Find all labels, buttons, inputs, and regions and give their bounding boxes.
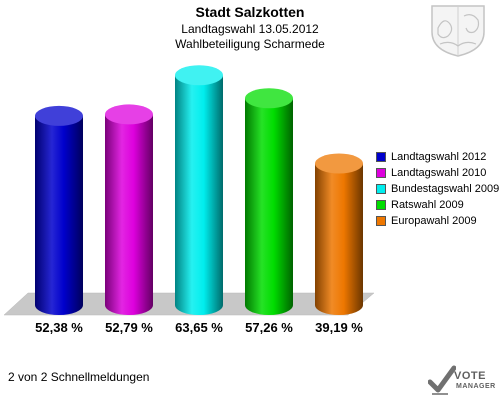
bar-top <box>175 65 223 86</box>
bar <box>175 65 223 315</box>
bar-body <box>175 75 223 315</box>
bar-top <box>315 153 363 174</box>
value-label: 39,19 % <box>315 320 363 335</box>
bar <box>35 105 83 315</box>
value-label: 57,26 % <box>245 320 293 335</box>
value-label: 63,65 % <box>175 320 223 335</box>
bar-top <box>245 88 293 109</box>
logo-text-manager: MANAGER <box>456 383 496 390</box>
legend-label: Landtagswahl 2010 <box>391 167 487 179</box>
chart-title: Stadt Salzkotten <box>195 4 305 20</box>
bar <box>315 153 363 315</box>
vote-manager-logo: VOTE MANAGER <box>428 364 500 400</box>
legend-label: Europawahl 2009 <box>391 215 477 227</box>
legend-swatch <box>376 184 386 194</box>
footer-note: 2 von 2 Schnellmeldungen <box>8 370 150 384</box>
coat-of-arms-icon <box>431 5 485 57</box>
logo-text-vote: VOTE <box>454 370 486 382</box>
bar-top <box>105 104 153 125</box>
legend-swatch <box>376 168 386 178</box>
legend-label: Landtagswahl 2012 <box>391 151 487 163</box>
legend-swatch <box>376 200 386 210</box>
legend-label: Bundestagswahl 2009 <box>391 183 500 195</box>
bar-body <box>245 98 293 315</box>
value-label: 52,79 % <box>105 320 153 335</box>
legend-swatch <box>376 152 386 162</box>
bar-body <box>105 114 153 315</box>
bar <box>245 88 293 315</box>
bar-top <box>35 105 83 126</box>
checkmark-icon <box>428 365 456 395</box>
chart-subtitle-participation: Wahlbeteiligung Scharmede <box>175 37 325 51</box>
bar-body <box>35 115 83 315</box>
value-label: 52,38 % <box>35 320 83 335</box>
bar <box>105 104 153 315</box>
chart-subtitle-election: Landtagswahl 13.05.2012 <box>181 22 319 36</box>
legend-swatch <box>376 216 386 226</box>
legend-label: Ratswahl 2009 <box>391 199 464 211</box>
bar-body <box>315 163 363 315</box>
